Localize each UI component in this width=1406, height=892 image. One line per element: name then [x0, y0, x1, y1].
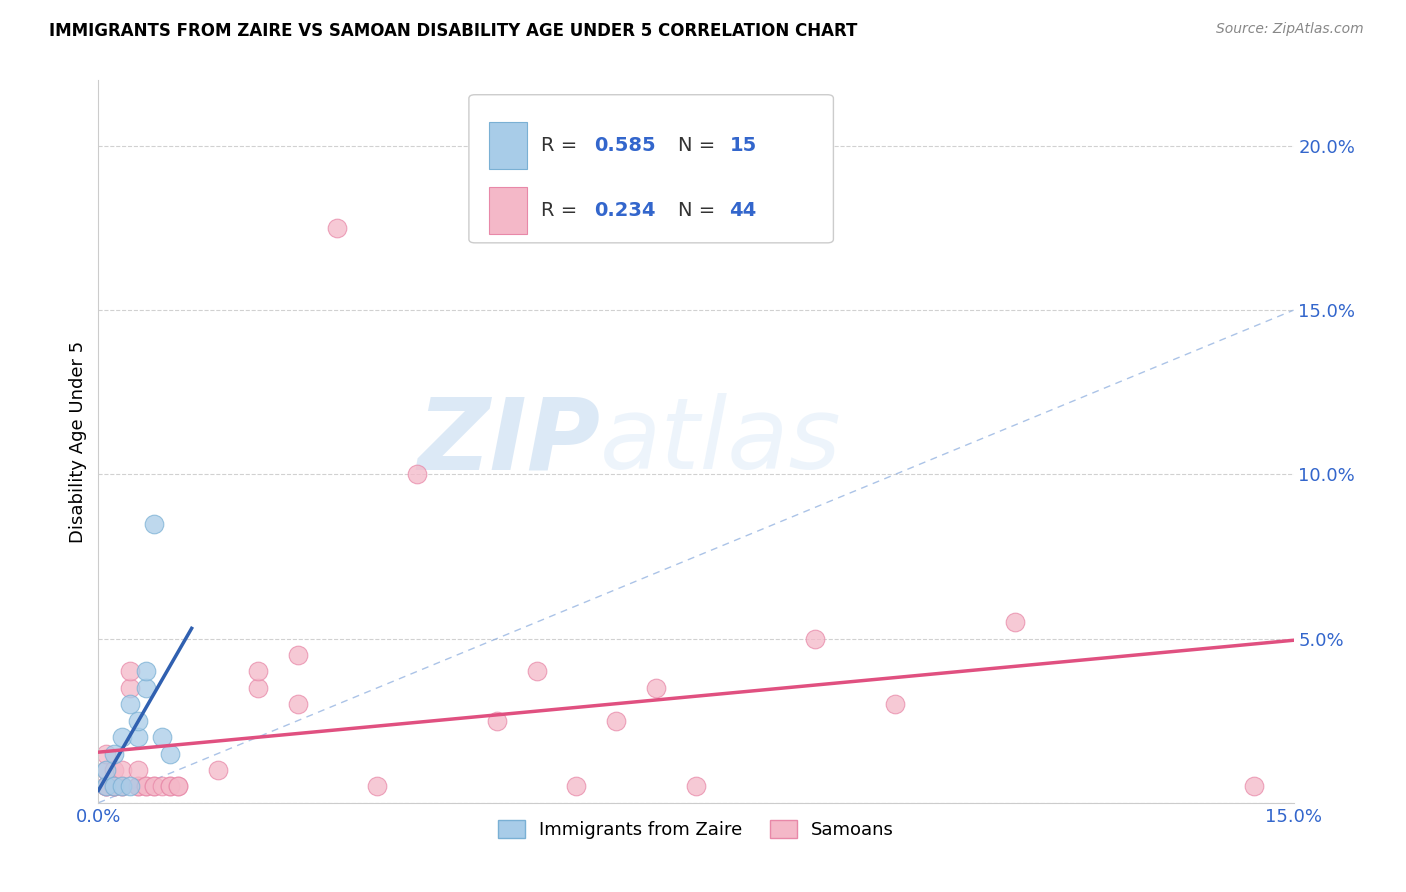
Point — [406, 467, 429, 482]
Text: R =: R = — [541, 136, 583, 155]
FancyBboxPatch shape — [470, 95, 834, 243]
Point — [96, 780, 118, 794]
Point — [366, 780, 388, 794]
Point — [246, 681, 269, 695]
Point — [135, 780, 157, 794]
Point — [287, 698, 309, 712]
Point — [135, 780, 157, 794]
Point — [685, 780, 707, 794]
Point — [804, 632, 827, 646]
Text: 15: 15 — [730, 136, 756, 155]
Y-axis label: Disability Age Under 5: Disability Age Under 5 — [69, 341, 87, 542]
Text: ZIP: ZIP — [418, 393, 600, 490]
Text: N =: N = — [678, 136, 721, 155]
Point — [1004, 615, 1026, 630]
Point — [127, 780, 149, 794]
Point — [111, 780, 134, 794]
Point — [326, 221, 349, 235]
Text: atlas: atlas — [600, 393, 842, 490]
Point — [96, 780, 118, 794]
Point — [605, 714, 627, 728]
Point — [103, 747, 125, 761]
Point — [167, 780, 190, 794]
Point — [246, 665, 269, 679]
FancyBboxPatch shape — [489, 122, 527, 169]
Text: IMMIGRANTS FROM ZAIRE VS SAMOAN DISABILITY AGE UNDER 5 CORRELATION CHART: IMMIGRANTS FROM ZAIRE VS SAMOAN DISABILI… — [49, 22, 858, 40]
Point — [111, 763, 134, 777]
Point — [103, 763, 125, 777]
Text: 0.234: 0.234 — [595, 201, 655, 219]
Point — [167, 780, 190, 794]
Point — [111, 780, 134, 794]
Point — [143, 780, 166, 794]
Point — [96, 780, 118, 794]
Text: R =: R = — [541, 201, 583, 219]
Point — [103, 780, 125, 794]
Point — [120, 665, 142, 679]
Text: 0.585: 0.585 — [595, 136, 657, 155]
Point — [135, 665, 157, 679]
Point — [96, 780, 118, 794]
Point — [127, 780, 149, 794]
Point — [120, 780, 142, 794]
Point — [127, 730, 149, 744]
Point — [135, 681, 157, 695]
Point — [143, 516, 166, 531]
Point — [127, 763, 149, 777]
Point — [111, 730, 134, 744]
Text: Source: ZipAtlas.com: Source: ZipAtlas.com — [1216, 22, 1364, 37]
Point — [526, 665, 548, 679]
Point — [159, 780, 181, 794]
Point — [143, 780, 166, 794]
Point — [96, 763, 118, 777]
Point — [120, 698, 142, 712]
Point — [127, 714, 149, 728]
Point — [207, 763, 229, 777]
Text: 44: 44 — [730, 201, 756, 219]
Point — [111, 780, 134, 794]
Point — [287, 648, 309, 662]
Point — [150, 780, 173, 794]
Point — [150, 730, 173, 744]
Point — [159, 780, 181, 794]
Point — [884, 698, 907, 712]
Legend: Immigrants from Zaire, Samoans: Immigrants from Zaire, Samoans — [489, 811, 903, 848]
Point — [103, 780, 125, 794]
FancyBboxPatch shape — [489, 186, 527, 234]
Point — [96, 763, 118, 777]
Point — [103, 780, 125, 794]
Point — [485, 714, 508, 728]
Text: N =: N = — [678, 201, 721, 219]
Point — [565, 780, 588, 794]
Point — [103, 780, 125, 794]
Point — [1243, 780, 1265, 794]
Point — [96, 747, 118, 761]
Point — [120, 681, 142, 695]
Point — [645, 681, 668, 695]
Point — [159, 747, 181, 761]
